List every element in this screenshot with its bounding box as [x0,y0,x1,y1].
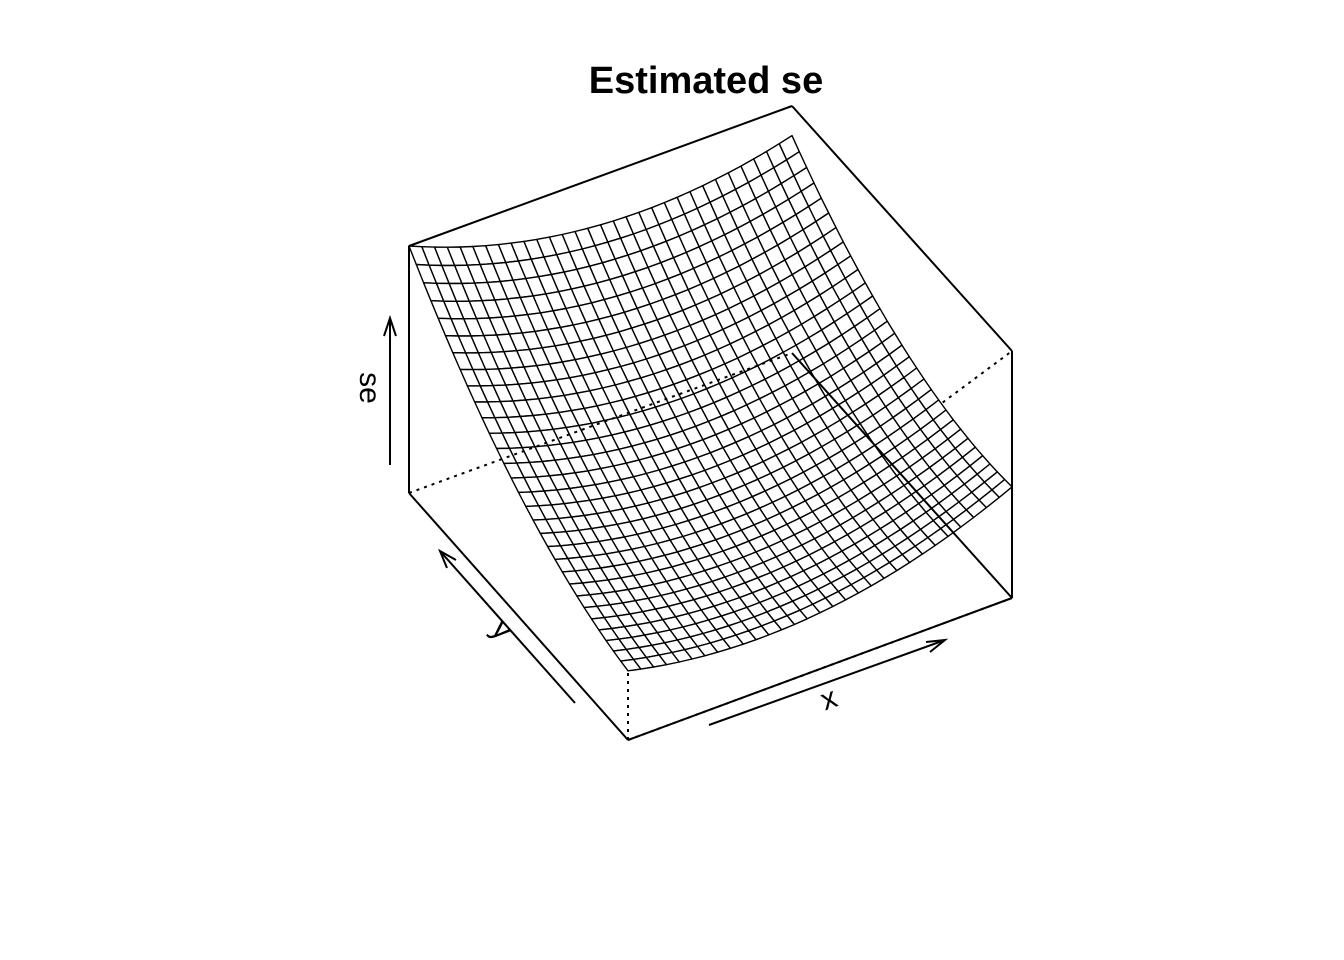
y-axis-arrow [437,548,576,704]
x-axis-label: x [816,681,841,717]
z-axis-arrow [383,314,397,465]
chart-title: Estimated se [589,60,823,102]
surface-facet [620,658,642,672]
surface-mesh [408,134,1013,672]
box-edge [627,597,1013,741]
y-axis-label: y [485,613,520,646]
box-edge [408,492,629,741]
box-edge [791,105,1013,352]
bounding-box-front [408,246,1013,741]
box-edge [408,105,793,247]
z-axis-label: se [353,372,386,404]
x-axis-arrow [708,638,949,726]
box-edge [791,352,1013,599]
